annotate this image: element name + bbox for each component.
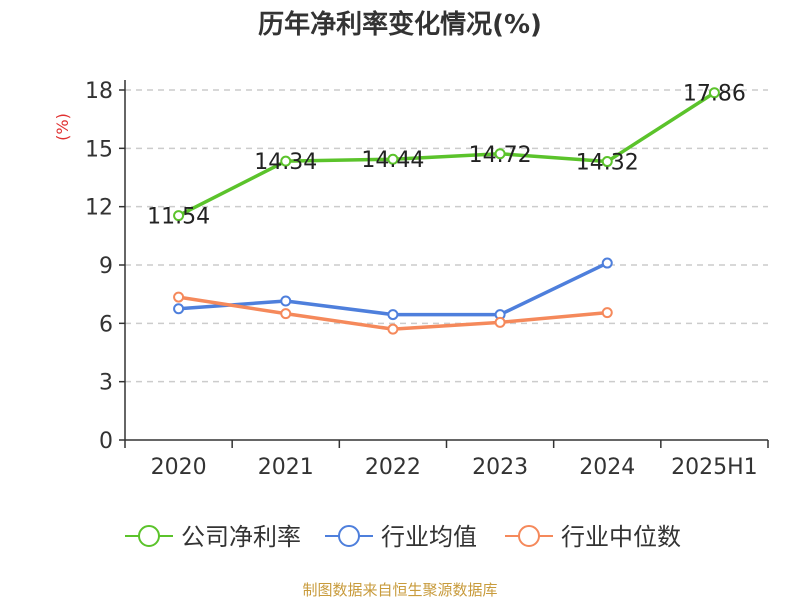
legend-marker xyxy=(138,525,160,547)
series-0 xyxy=(173,87,720,222)
y-tick-label: 12 xyxy=(85,196,113,221)
y-tick-label: 18 xyxy=(85,79,113,104)
y-axis-unit-label: (%) xyxy=(53,113,72,141)
grid-lines xyxy=(125,89,768,383)
legend-marker xyxy=(338,525,360,547)
data-point xyxy=(280,295,292,307)
data-point xyxy=(173,291,185,303)
legend-label: 行业中位数 xyxy=(561,523,681,551)
data-label: 14.72 xyxy=(469,143,532,168)
legend-marker xyxy=(518,525,540,547)
axes: 0 3 6 9 12 15 18 2020 2021 2022 2023 2024 2025H1 xyxy=(85,79,769,480)
data-label: 14.44 xyxy=(361,148,424,173)
y-tick-label: 3 xyxy=(99,371,113,396)
data-point xyxy=(601,156,613,168)
legend-item[interactable]: 行业中位数 xyxy=(505,523,681,551)
x-tick-label: 2024 xyxy=(579,455,635,480)
data-label: 17.86 xyxy=(683,82,746,107)
x-tick-label: 2020 xyxy=(151,455,207,480)
source-note: 制图数据来自恒生聚源数据库 xyxy=(302,581,497,599)
legend: 公司净利率 行业均值 行业中位数 xyxy=(125,523,681,551)
y-tick-label: 15 xyxy=(85,137,113,162)
data-point xyxy=(601,257,613,269)
legend-item[interactable]: 行业均值 xyxy=(325,523,477,551)
x-tick-label: 2025H1 xyxy=(671,455,758,480)
data-point xyxy=(387,309,399,321)
data-point xyxy=(601,307,613,319)
data-point xyxy=(494,316,506,328)
legend-label: 公司净利率 xyxy=(181,523,301,551)
data-point xyxy=(494,148,506,160)
series-line xyxy=(177,91,716,218)
y-tick-label: 0 xyxy=(99,429,113,454)
data-label: 14.32 xyxy=(576,151,639,176)
data-point xyxy=(173,303,185,315)
chart-title: 历年净利率变化情况(%) xyxy=(258,9,542,40)
data-point xyxy=(280,308,292,320)
data-point xyxy=(280,155,292,167)
legend-item[interactable]: 公司净利率 xyxy=(125,523,301,551)
data-point xyxy=(387,153,399,165)
data-point xyxy=(387,323,399,335)
x-tick-label: 2022 xyxy=(365,455,421,480)
data-label: 11.54 xyxy=(147,205,210,230)
legend-label: 行业均值 xyxy=(381,523,477,551)
data-label: 14.34 xyxy=(254,150,317,175)
y-tick-label: 9 xyxy=(99,254,113,279)
series-2 xyxy=(173,291,613,335)
y-tick-label: 6 xyxy=(99,312,113,337)
series-layer: 11.54 14.34 14.44 14.72 14.32 17.86 xyxy=(147,82,746,335)
data-point xyxy=(708,87,720,99)
data-point xyxy=(173,210,185,222)
x-tick-label: 2021 xyxy=(258,455,314,480)
series-1 xyxy=(173,257,613,321)
x-tick-label: 2023 xyxy=(472,455,528,480)
